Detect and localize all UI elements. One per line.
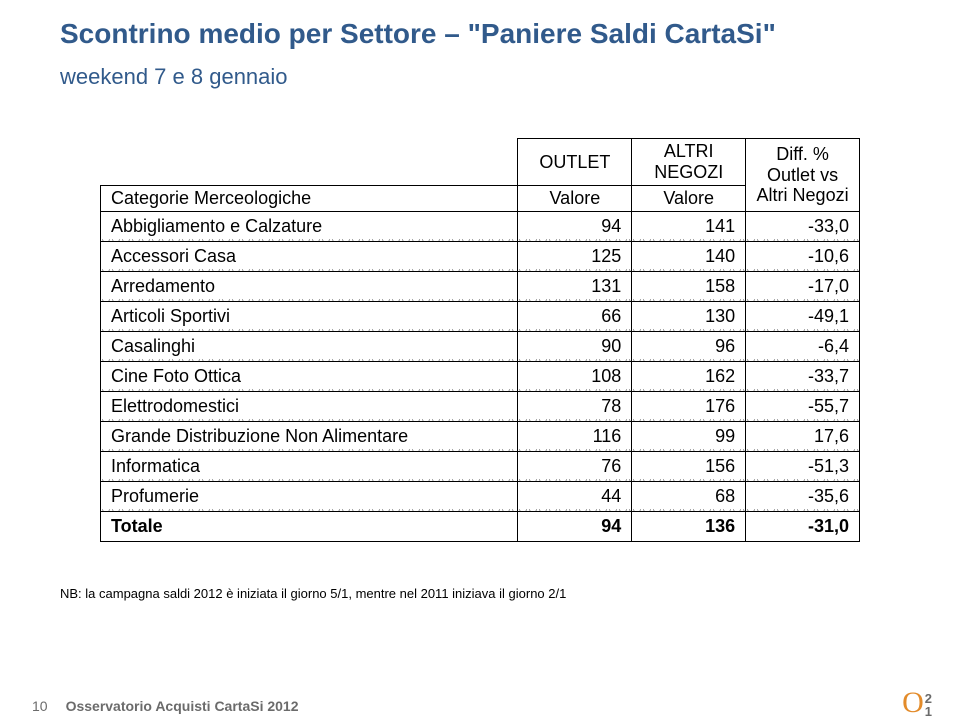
cell-outlet: 76 xyxy=(518,452,632,482)
cell-diff: -35,6 xyxy=(746,482,860,512)
table-total-row: Totale 94 136 -31,0 xyxy=(101,512,860,542)
cell-category: Casalinghi xyxy=(101,332,518,362)
header-categories: Categorie Merceologiche xyxy=(101,186,518,212)
data-table-container: OUTLET ALTRI NEGOZI Diff. % Outlet vs Al… xyxy=(100,138,860,542)
header-valore-altri: Valore xyxy=(632,186,746,212)
footer-left: 10 Osservatorio Acquisti CartaSi 2012 xyxy=(32,698,299,714)
cell-diff: -51,3 xyxy=(746,452,860,482)
cell-outlet: 78 xyxy=(518,392,632,422)
total-altri: 136 xyxy=(632,512,746,542)
logo-12: 2 1 xyxy=(925,693,932,718)
table-row: Elettrodomestici78176-55,7 xyxy=(101,392,860,422)
cell-category: Elettrodomestici xyxy=(101,392,518,422)
cell-category: Accessori Casa xyxy=(101,242,518,272)
cell-outlet: 94 xyxy=(518,212,632,242)
header-altri-negozi: ALTRI NEGOZI xyxy=(632,139,746,186)
page-subtitle: weekend 7 e 8 gennaio xyxy=(60,64,900,90)
cell-altri: 140 xyxy=(632,242,746,272)
cell-diff: -17,0 xyxy=(746,272,860,302)
header-diff-line2: Outlet vs Altri Negozi xyxy=(756,165,849,206)
cell-altri: 176 xyxy=(632,392,746,422)
cell-category: Profumerie xyxy=(101,482,518,512)
table-row: Profumerie4468-35,6 xyxy=(101,482,860,512)
cell-category: Cine Foto Ottica xyxy=(101,362,518,392)
cell-outlet: 44 xyxy=(518,482,632,512)
cell-altri: 141 xyxy=(632,212,746,242)
cell-outlet: 131 xyxy=(518,272,632,302)
cell-outlet: 125 xyxy=(518,242,632,272)
footnote: NB: la campagna saldi 2012 è iniziata il… xyxy=(60,586,900,601)
cell-altri: 99 xyxy=(632,422,746,452)
page-number: 10 xyxy=(32,698,48,714)
table-row: Accessori Casa125140-10,6 xyxy=(101,242,860,272)
cell-altri: 156 xyxy=(632,452,746,482)
cell-altri: 68 xyxy=(632,482,746,512)
cell-category: Abbigliamento e Calzature xyxy=(101,212,518,242)
table-row: Casalinghi9096-6,4 xyxy=(101,332,860,362)
logo-digit-1: 1 xyxy=(925,706,932,718)
table-row: Informatica76156-51,3 xyxy=(101,452,860,482)
table-row: Articoli Sportivi66130-49,1 xyxy=(101,302,860,332)
cell-diff: -33,0 xyxy=(746,212,860,242)
cell-altri: 96 xyxy=(632,332,746,362)
total-label: Totale xyxy=(101,512,518,542)
page-title: Scontrino medio per Settore – "Paniere S… xyxy=(60,18,900,50)
cell-diff: -55,7 xyxy=(746,392,860,422)
cell-diff: -10,6 xyxy=(746,242,860,272)
cell-category: Grande Distribuzione Non Alimentare xyxy=(101,422,518,452)
header-outlet: OUTLET xyxy=(518,139,632,186)
cell-diff: -6,4 xyxy=(746,332,860,362)
cell-outlet: 66 xyxy=(518,302,632,332)
cell-diff: 17,6 xyxy=(746,422,860,452)
cell-category: Articoli Sportivi xyxy=(101,302,518,332)
cell-altri: 130 xyxy=(632,302,746,332)
header-diff: Diff. % Outlet vs Altri Negozi xyxy=(746,139,860,212)
table-row: Abbigliamento e Calzature94141-33,0 xyxy=(101,212,860,242)
observatory-label: Osservatorio Acquisti CartaSi 2012 xyxy=(66,698,299,714)
cell-diff: -33,7 xyxy=(746,362,860,392)
table-header-row-1: OUTLET ALTRI NEGOZI Diff. % Outlet vs Al… xyxy=(101,139,860,186)
header-diff-line1: Diff. % xyxy=(756,144,849,165)
data-table: OUTLET ALTRI NEGOZI Diff. % Outlet vs Al… xyxy=(100,138,860,542)
total-diff: -31,0 xyxy=(746,512,860,542)
table-row: Arredamento131158-17,0 xyxy=(101,272,860,302)
header-valore-outlet: Valore xyxy=(518,186,632,212)
table-row: Grande Distribuzione Non Alimentare11699… xyxy=(101,422,860,452)
page-footer: 10 Osservatorio Acquisti CartaSi 2012 O … xyxy=(0,685,960,727)
logo-o-icon: O xyxy=(902,688,924,718)
cell-diff: -49,1 xyxy=(746,302,860,332)
logo: O 2 1 xyxy=(902,688,940,724)
cell-altri: 162 xyxy=(632,362,746,392)
cell-altri: 158 xyxy=(632,272,746,302)
cell-category: Informatica xyxy=(101,452,518,482)
cell-outlet: 108 xyxy=(518,362,632,392)
cell-outlet: 116 xyxy=(518,422,632,452)
cell-category: Arredamento xyxy=(101,272,518,302)
cell-outlet: 90 xyxy=(518,332,632,362)
total-outlet: 94 xyxy=(518,512,632,542)
table-row: Cine Foto Ottica108162-33,7 xyxy=(101,362,860,392)
